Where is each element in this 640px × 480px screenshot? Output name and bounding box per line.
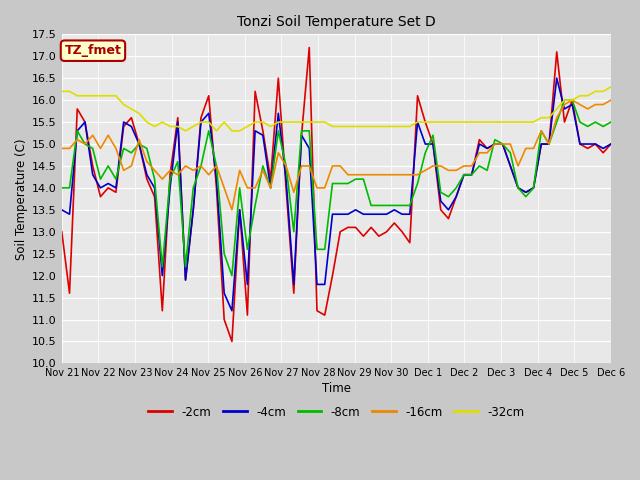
-2cm [252, 88, 259, 94]
-16cm [58, 145, 66, 151]
-32cm [375, 123, 383, 129]
-32cm [413, 119, 421, 125]
-16cm [437, 163, 445, 169]
-16cm [576, 102, 584, 108]
-2cm [576, 141, 584, 147]
-8cm [437, 190, 445, 195]
-8cm [607, 119, 614, 125]
-8cm [252, 203, 259, 208]
-8cm [228, 273, 236, 278]
-8cm [58, 185, 66, 191]
-2cm [228, 338, 236, 344]
Line: -32cm: -32cm [62, 87, 611, 131]
-8cm [561, 97, 568, 103]
-32cm [197, 119, 205, 125]
-32cm [437, 119, 445, 125]
-16cm [568, 97, 576, 103]
-8cm [576, 119, 584, 125]
-8cm [135, 141, 143, 147]
-2cm [421, 119, 429, 125]
Title: Tonzi Soil Temperature Set D: Tonzi Soil Temperature Set D [237, 15, 436, 29]
Line: -2cm: -2cm [62, 48, 611, 341]
-16cm [228, 207, 236, 213]
-8cm [375, 203, 383, 208]
-32cm [58, 88, 66, 94]
Text: TZ_fmet: TZ_fmet [65, 44, 122, 57]
-2cm [445, 216, 452, 221]
-32cm [252, 119, 259, 125]
-4cm [607, 141, 614, 147]
Line: -4cm: -4cm [62, 78, 611, 311]
-4cm [413, 119, 421, 125]
-16cm [413, 172, 421, 178]
-2cm [135, 141, 143, 147]
X-axis label: Time: Time [322, 383, 351, 396]
-32cm [182, 128, 189, 134]
Line: -16cm: -16cm [62, 100, 611, 210]
Legend: -2cm, -4cm, -8cm, -16cm, -32cm: -2cm, -4cm, -8cm, -16cm, -32cm [143, 401, 529, 423]
-4cm [576, 141, 584, 147]
-32cm [135, 110, 143, 116]
-2cm [383, 229, 390, 235]
-4cm [553, 75, 561, 81]
Y-axis label: Soil Temperature (C): Soil Temperature (C) [15, 138, 28, 260]
-2cm [58, 229, 66, 235]
-4cm [58, 207, 66, 213]
-8cm [413, 180, 421, 186]
-2cm [607, 141, 614, 147]
-16cm [135, 137, 143, 143]
-4cm [228, 308, 236, 313]
-2cm [305, 45, 313, 50]
-4cm [135, 141, 143, 147]
-4cm [252, 128, 259, 134]
-16cm [252, 185, 259, 191]
-4cm [375, 211, 383, 217]
-16cm [375, 172, 383, 178]
-4cm [437, 198, 445, 204]
-32cm [607, 84, 614, 90]
-16cm [607, 97, 614, 103]
Line: -8cm: -8cm [62, 100, 611, 276]
